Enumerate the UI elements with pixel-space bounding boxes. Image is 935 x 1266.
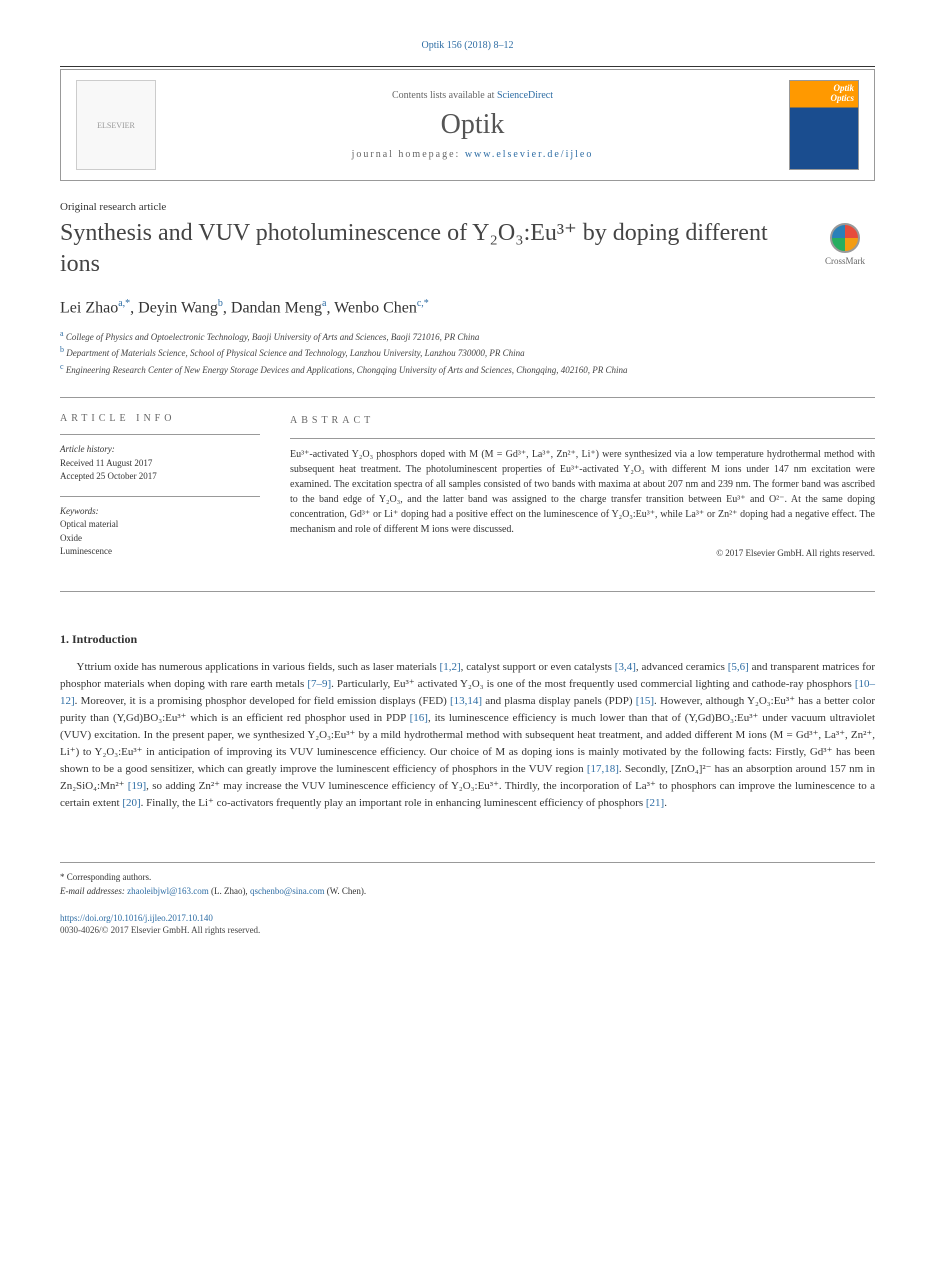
abstract-text: Eu³⁺-activated Y₂O₃ phosphors doped with… (290, 447, 875, 537)
article-info-header: ARTICLE INFO (60, 413, 260, 424)
ref-link[interactable]: [15] (636, 695, 654, 707)
ref-link[interactable]: [5,6] (728, 661, 749, 673)
ref-link[interactable]: [19] (128, 780, 146, 792)
affiliations-block: a College of Physics and Optoelectronic … (60, 328, 875, 378)
email-link-1[interactable]: zhaoleibjwl@163.com (127, 886, 209, 896)
article-type: Original research article (60, 201, 875, 213)
journal-cover-thumbnail (789, 80, 859, 170)
contents-text: Contents lists available at (392, 90, 497, 101)
abstract-header: ABSTRACT (290, 413, 875, 428)
email-line: E-mail addresses: zhaoleibjwl@163.com (L… (60, 885, 875, 899)
email-who-1: (L. Zhao), (211, 886, 250, 896)
keywords-label: Keywords: (60, 506, 99, 516)
journal-homepage-line: journal homepage: www.elsevier.de/ijleo (156, 149, 789, 160)
rule-below-abstract (60, 591, 875, 592)
affiliation-line: a College of Physics and Optoelectronic … (60, 328, 875, 345)
keyword: Luminescence (60, 546, 112, 556)
header-center: Contents lists available at ScienceDirec… (156, 90, 789, 160)
abstract-copyright: © 2017 Elsevier GmbH. All rights reserve… (290, 547, 875, 561)
ref-link[interactable]: [21] (646, 797, 664, 809)
doi-link[interactable]: https://doi.org/10.1016/j.ijleo.2017.10.… (60, 913, 213, 923)
homepage-link[interactable]: www.elsevier.de/ijleo (465, 149, 594, 160)
author-sup: b (218, 298, 223, 309)
crossmark-label: CrossMark (825, 256, 865, 266)
history-block: Article history: Received 11 August 2017… (60, 443, 260, 484)
elsevier-logo: ELSEVIER (76, 80, 156, 170)
crossmark-icon (830, 223, 860, 253)
rule-info-1 (60, 434, 260, 435)
keyword: Optical material (60, 519, 118, 529)
sciencedirect-link[interactable]: ScienceDirect (497, 90, 553, 101)
author-sup: a,* (118, 298, 130, 309)
received-date: Received 11 August 2017 (60, 458, 152, 468)
article-title: Synthesis and VUV photoluminescence of Y… (60, 218, 795, 280)
top-reference: Optik 156 (2018) 8–12 (60, 40, 875, 51)
doi-line: https://doi.org/10.1016/j.ijleo.2017.10.… (60, 913, 875, 923)
keywords-block: Keywords: Optical material Oxide Luminesce… (60, 505, 260, 559)
email-label: E-mail addresses: (60, 886, 127, 896)
crossmark-badge[interactable]: CrossMark (815, 223, 875, 266)
journal-header-box: ELSEVIER Contents lists available at Sci… (60, 69, 875, 181)
affiliation-line: b Department of Materials Science, Schoo… (60, 344, 875, 361)
author-name: Lei Zhao (60, 300, 118, 317)
author-sup: c,* (417, 298, 429, 309)
keyword: Oxide (60, 533, 82, 543)
section-1-para-1: Yttrium oxide has numerous applications … (60, 659, 875, 812)
ref-link[interactable]: [1,2] (440, 661, 461, 673)
keywords-list: Optical material Oxide Luminescence (60, 519, 118, 556)
info-abstract-row: ARTICLE INFO Article history: Received 1… (60, 398, 875, 591)
author-name: Dandan Meng (231, 300, 322, 317)
contents-list-line: Contents lists available at ScienceDirec… (156, 90, 789, 101)
accepted-date: Accepted 25 October 2017 (60, 471, 157, 481)
journal-name: Optik (156, 109, 789, 141)
ref-link[interactable]: [13,14] (450, 695, 482, 707)
issn-line: 0030-4026/© 2017 Elsevier GmbH. All righ… (60, 925, 875, 935)
ref-link[interactable]: [20] (122, 797, 140, 809)
corresponding-authors-label: * Corresponding authors. (60, 871, 875, 885)
ref-link[interactable]: [3,4] (615, 661, 636, 673)
email-who-2: (W. Chen). (327, 886, 366, 896)
title-row: Synthesis and VUV photoluminescence of Y… (60, 218, 875, 298)
rule-abstract (290, 438, 875, 439)
history-label: Article history: (60, 444, 115, 454)
rule-top (60, 66, 875, 67)
article-info-block: ARTICLE INFO Article history: Received 1… (60, 413, 260, 571)
author-sup: a (322, 298, 326, 309)
footnotes-block: * Corresponding authors. E-mail addresse… (60, 862, 875, 898)
author-name: Deyin Wang (138, 300, 218, 317)
affiliation-line: c Engineering Research Center of New Ene… (60, 361, 875, 378)
author-name: Wenbo Chen (334, 300, 417, 317)
section-1-heading: 1. Introduction (60, 632, 875, 647)
ref-link[interactable]: [7–9] (307, 678, 331, 690)
ref-link[interactable]: [17,18] (587, 763, 619, 775)
rule-info-2 (60, 496, 260, 497)
authors-line: Lei Zhaoa,*, Deyin Wangb, Dandan Menga, … (60, 298, 875, 317)
homepage-label: journal homepage: (352, 149, 465, 160)
email-link-2[interactable]: qschenbo@sina.com (250, 886, 325, 896)
ref-link[interactable]: [16] (410, 712, 428, 724)
abstract-block: ABSTRACT Eu³⁺-activated Y₂O₃ phosphors d… (290, 413, 875, 571)
